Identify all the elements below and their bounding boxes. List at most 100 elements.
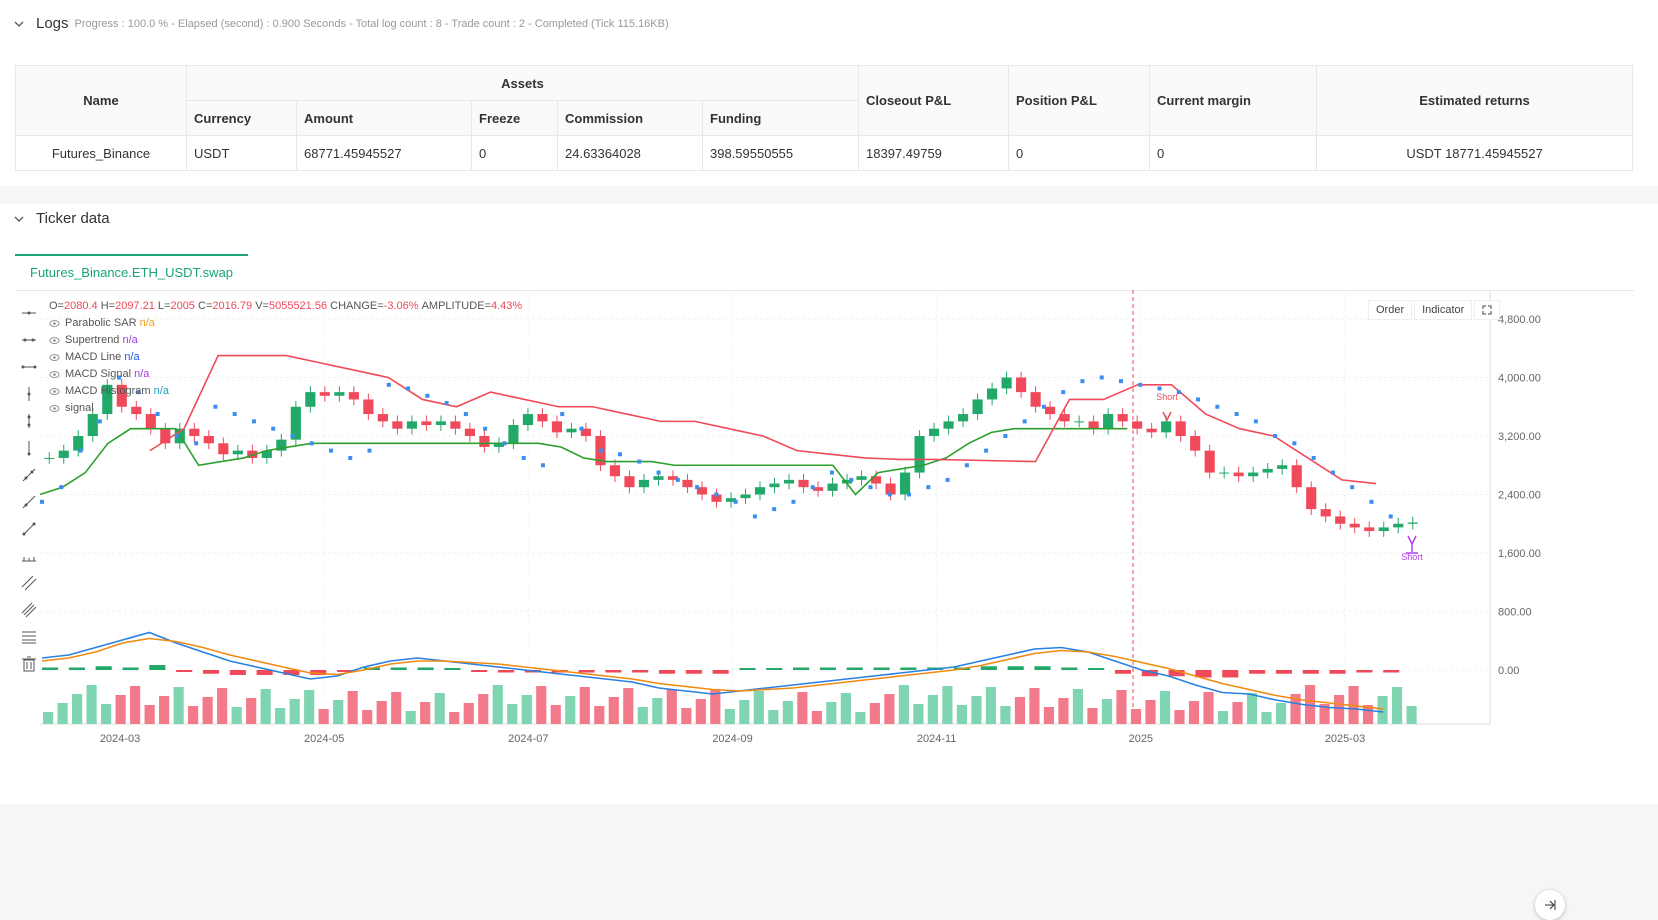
candle-body	[348, 392, 359, 400]
volume-bar	[840, 693, 851, 724]
trash-icon[interactable]	[20, 655, 38, 673]
eye-icon[interactable]	[49, 369, 60, 380]
sar-point	[1061, 390, 1066, 395]
candle-body	[1277, 465, 1288, 469]
y-tick-label: 3,200.00	[1498, 431, 1541, 443]
macd-histogram-bar	[202, 670, 220, 674]
volume-bar	[1072, 689, 1084, 724]
candle-body	[319, 392, 330, 396]
change-label: CHANGE=	[330, 300, 384, 312]
sar-point	[483, 426, 488, 431]
legend-item-signal[interactable]: signal	[49, 400, 522, 417]
horizontal-line-icon[interactable]	[20, 358, 38, 376]
fullscreen-icon[interactable]	[1474, 300, 1501, 320]
candle-body	[479, 436, 490, 447]
candle-body	[421, 421, 432, 426]
macd-signal-line	[41, 637, 1384, 710]
candle-body	[1233, 472, 1244, 477]
volume-bar	[246, 698, 257, 724]
vertical-ray-icon[interactable]	[20, 385, 38, 403]
volume-bar	[144, 705, 155, 724]
sar-point	[386, 382, 391, 387]
sar-point	[1234, 412, 1239, 417]
sar-point	[40, 499, 44, 504]
candle-body	[1117, 414, 1128, 422]
volume-bar	[1275, 703, 1287, 724]
vertical-line-icon[interactable]	[20, 439, 38, 457]
candle-body	[435, 421, 446, 426]
sar-point	[97, 419, 102, 424]
indicator-button[interactable]: Indicator	[1414, 300, 1473, 320]
sar-point	[329, 448, 334, 453]
candle-body	[290, 406, 301, 440]
volume-bar	[72, 694, 83, 724]
candle-body	[841, 479, 853, 484]
extended-line-icon[interactable]	[20, 520, 38, 538]
candle-body	[406, 421, 417, 429]
horizontal-ray-icon[interactable]	[20, 331, 38, 349]
sar-point	[1369, 499, 1374, 504]
eye-icon[interactable]	[49, 386, 60, 397]
x-tick-label: 2025	[1129, 733, 1153, 745]
volume-bar	[304, 690, 315, 724]
volume-bar	[623, 688, 634, 724]
supertrend-up-line	[39, 427, 1128, 496]
crosshair-tool-icon[interactable]	[20, 304, 38, 322]
volume-bar	[826, 702, 837, 724]
legend-value: n/a	[139, 317, 155, 329]
legend-value: n/a	[134, 368, 150, 380]
price-channel-icon[interactable]	[20, 547, 38, 565]
trend-line-icon[interactable]	[20, 466, 38, 484]
ray-line-icon[interactable]	[20, 493, 38, 511]
sar-point	[887, 492, 892, 497]
sar-point	[810, 485, 815, 490]
ticker-panel: Ticker data Futures_Binance.ETH_USDT.swa…	[0, 204, 1658, 920]
macd-histogram-bar	[1088, 668, 1105, 670]
scroll-to-latest-button[interactable]	[1535, 890, 1565, 920]
candle-body	[682, 479, 693, 488]
eye-icon[interactable]	[49, 403, 60, 414]
logs-header[interactable]: Logs Progress : 100.0 % - Elapsed (secon…	[14, 15, 669, 32]
volume-bar	[173, 687, 184, 724]
volume-bar	[652, 698, 663, 724]
fib-channel-icon[interactable]	[20, 601, 38, 619]
candle-body	[522, 414, 534, 426]
tab-symbol[interactable]: Futures_Binance.ETH_USDT.swap	[15, 254, 249, 290]
legend-item-parabolic-sar[interactable]: Parabolic SAR n/a	[49, 315, 522, 332]
fib-retracement-icon[interactable]	[20, 628, 38, 646]
order-button[interactable]: Order	[1368, 300, 1413, 320]
ticker-header[interactable]: Ticker data	[14, 210, 110, 227]
vertical-segment-icon[interactable]	[20, 412, 38, 430]
volume-bar	[1406, 706, 1417, 724]
sar-point	[540, 463, 545, 468]
x-tick-label: 2024-03	[100, 733, 140, 745]
eye-icon[interactable]	[49, 318, 60, 329]
legend-item-supertrend[interactable]: Supertrend n/a	[49, 332, 522, 349]
assets-table: Name Assets Closeout P&L Position P&L Cu…	[15, 65, 1633, 171]
candle-body	[1378, 527, 1389, 532]
legend-item-macd-histogram[interactable]: MACD Histogram n/a	[49, 383, 522, 400]
price-chart[interactable]: 4,800.00 4,000.00 3,200.00 2,400.00 1,600.00…	[0, 204, 1658, 804]
volume-bar	[289, 699, 300, 724]
macd-histogram-bar	[658, 670, 676, 674]
volume-bar	[1130, 709, 1142, 724]
legend-item-macd-line[interactable]: MACD Line n/a	[49, 349, 522, 366]
sar-point	[579, 426, 584, 431]
sar-point	[1215, 404, 1220, 409]
l-label: L=	[157, 300, 171, 312]
sar-point	[502, 441, 507, 446]
volume-bar	[1261, 712, 1272, 724]
candle-body	[464, 428, 475, 436]
legend-item-macd-signal[interactable]: MACD Signal n/a	[49, 366, 522, 383]
volume-bar	[1000, 706, 1011, 724]
eye-icon[interactable]	[49, 335, 60, 346]
y-tick-label: 0.00	[1498, 665, 1519, 677]
parallel-channel-icon[interactable]	[20, 574, 38, 592]
volume-bar	[753, 691, 764, 724]
sar-point	[656, 470, 661, 475]
macd-histogram-bar	[578, 670, 595, 673]
sar-point	[849, 477, 854, 482]
volume-bar	[362, 710, 373, 724]
eye-icon[interactable]	[49, 352, 60, 363]
candle-body	[276, 439, 287, 451]
